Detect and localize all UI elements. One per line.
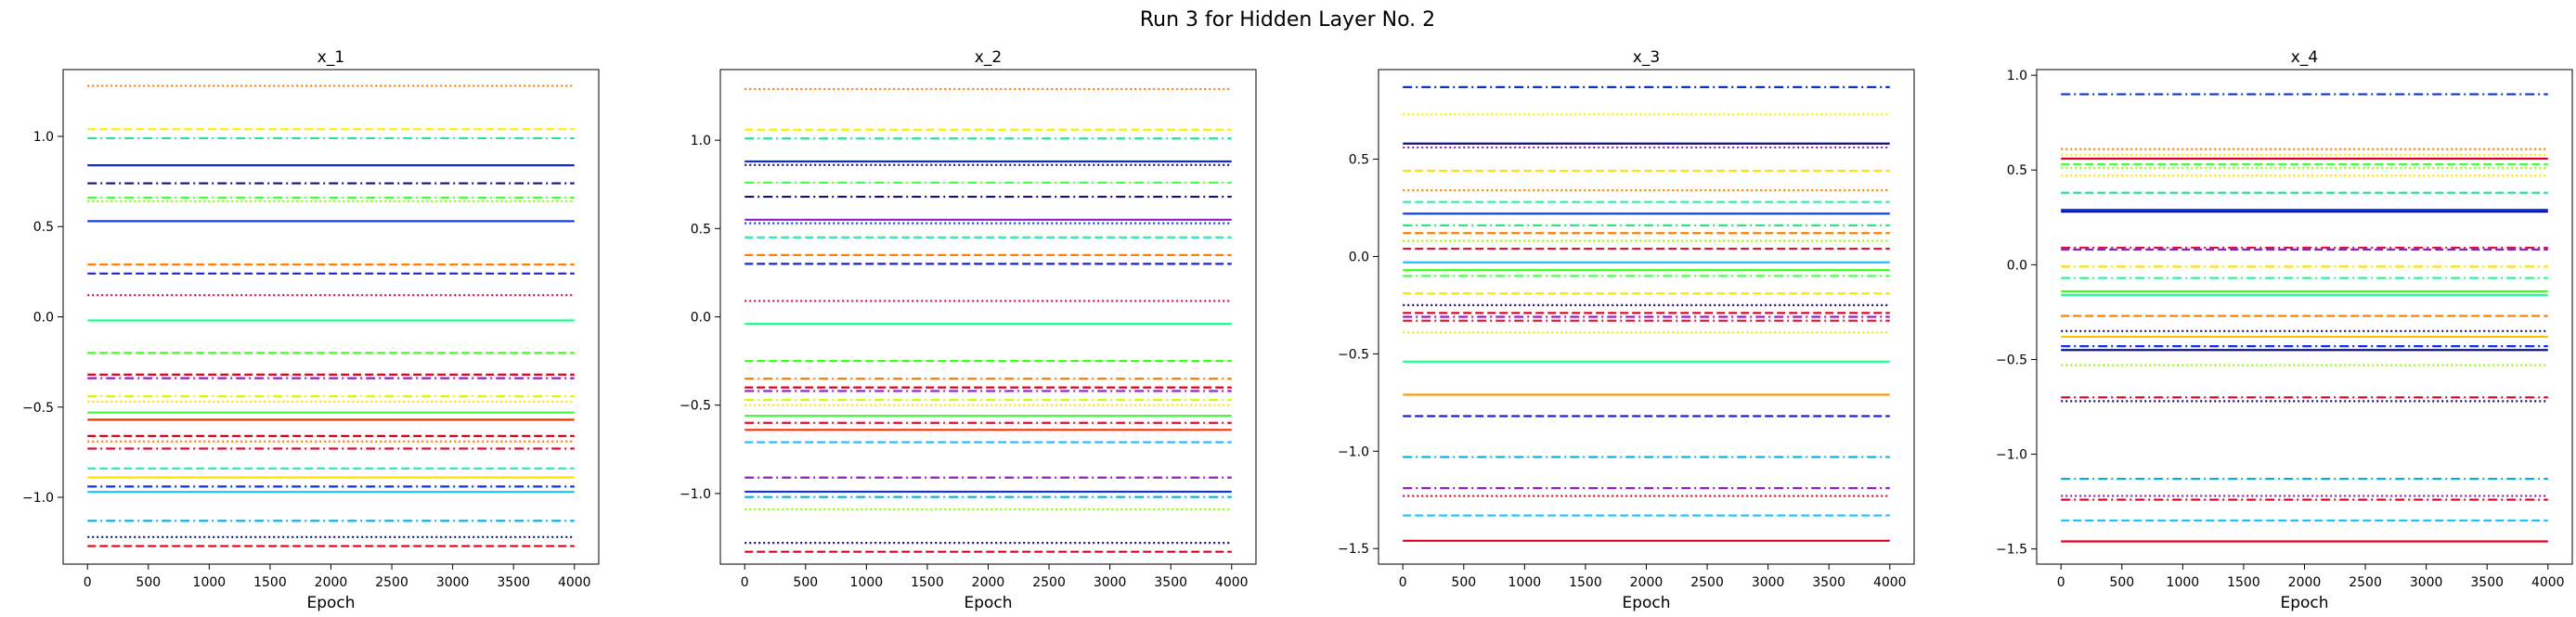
x-tick-label: 3500: [1154, 575, 1187, 590]
x-tick-label: 0: [1399, 575, 1407, 590]
x-tick-label: 3500: [2470, 575, 2504, 590]
x-tick-label: 1500: [2227, 575, 2260, 590]
y-tick-label: 0.0: [33, 311, 54, 326]
subplot-title: x_2: [975, 48, 1002, 67]
x-tick-label: 2000: [972, 575, 1005, 590]
x-tick-label: 3000: [2410, 575, 2443, 590]
y-tick-label: −1.5: [1338, 542, 1369, 557]
y-tick-label: 0.5: [2007, 163, 2027, 178]
y-tick-label: −0.5: [22, 401, 54, 416]
y-tick-label: −1.0: [1996, 448, 2027, 463]
x-tick-label: 500: [1451, 575, 1476, 590]
x-tick-label: 2500: [1032, 575, 1066, 590]
subplot-4: 0 500 1000 1500 2000 2500 3000 3500 4000 −1.5 −1.0…: [1996, 48, 2573, 612]
y-tick-label: 1.0: [691, 134, 711, 148]
y-tick-label: −1.5: [1996, 543, 2027, 558]
x-tick-label: 4000: [558, 575, 591, 590]
x-tick-label: 1000: [193, 575, 227, 590]
x-tick-label: 2500: [2349, 575, 2382, 590]
x-tick-label: 2000: [1630, 575, 1663, 590]
x-tick-label: 4000: [1873, 575, 1907, 590]
y-tick-label: −1.0: [22, 491, 54, 506]
y-tick-label: −0.5: [1996, 353, 2027, 367]
x-tick-label: 2500: [375, 575, 408, 590]
y-tick-label: 0.0: [691, 311, 711, 326]
x-tick-label: 1000: [2167, 575, 2200, 590]
subplot-title: x_4: [2291, 48, 2318, 67]
y-tick-label: −1.0: [680, 487, 711, 502]
subplot-3: 0 500 1000 1500 2000 2500 3000 3500 4000 −1.5 −1.0…: [1338, 48, 1915, 612]
x-tick-label: 500: [793, 575, 818, 590]
x-axis-label: Epoch: [1622, 594, 1670, 612]
x-tick-label: 1500: [253, 575, 287, 590]
subplot-1: 0 500 1000 1500 2000 2500 3000 3500 4000 −1.0 −0.5…: [22, 48, 600, 612]
y-tick-label: −0.5: [680, 399, 711, 414]
x-tick-label: 1000: [1508, 575, 1542, 590]
x-tick-label: 3000: [1094, 575, 1127, 590]
x-tick-label: 1500: [911, 575, 944, 590]
x-tick-label: 4000: [1215, 575, 1249, 590]
x-tick-label: 1000: [850, 575, 884, 590]
y-tick-label: 0.5: [691, 222, 711, 237]
x-tick-label: 3000: [436, 575, 470, 590]
y-tick-label: 0.0: [2007, 258, 2027, 273]
x-tick-label: 2500: [1690, 575, 1724, 590]
figure-title: Run 3 for Hidden Layer No. 2: [1140, 8, 1435, 32]
x-axis-label: Epoch: [306, 594, 355, 612]
y-tick-label: 1.0: [33, 130, 54, 145]
y-tick-label: 0.5: [1349, 153, 1369, 168]
y-tick-label: −0.5: [1338, 347, 1369, 362]
x-tick-label: 500: [136, 575, 161, 590]
y-tick-label: 1.0: [2007, 69, 2027, 84]
y-tick-label: 0.0: [1349, 250, 1369, 264]
subplot-title: x_3: [1633, 48, 1660, 67]
x-tick-label: 0: [741, 575, 749, 590]
x-tick-label: 2000: [2288, 575, 2322, 590]
x-tick-label: 1500: [1569, 575, 1602, 590]
x-tick-label: 3000: [1752, 575, 1785, 590]
x-axis-label: Epoch: [964, 594, 1012, 612]
subplot-title: x_1: [317, 48, 344, 67]
x-tick-label: 500: [2109, 575, 2134, 590]
y-tick-label: 0.5: [33, 220, 54, 235]
y-tick-label: −1.0: [1338, 444, 1369, 459]
x-tick-label: 0: [2057, 575, 2065, 590]
x-tick-label: 2000: [315, 575, 348, 590]
subplots: 0 500 1000 1500 2000 2500 3000 3500 4000 −1.0 −0.5…: [22, 48, 2573, 612]
x-tick-label: 3500: [497, 575, 530, 590]
x-tick-label: 4000: [2531, 575, 2565, 590]
x-axis-label: Epoch: [2280, 594, 2328, 612]
subplot-2: 0 500 1000 1500 2000 2500 3000 3500 4000 −1.0 −0.5…: [680, 48, 1257, 612]
x-tick-label: 0: [84, 575, 92, 590]
x-tick-label: 3500: [1812, 575, 1845, 590]
